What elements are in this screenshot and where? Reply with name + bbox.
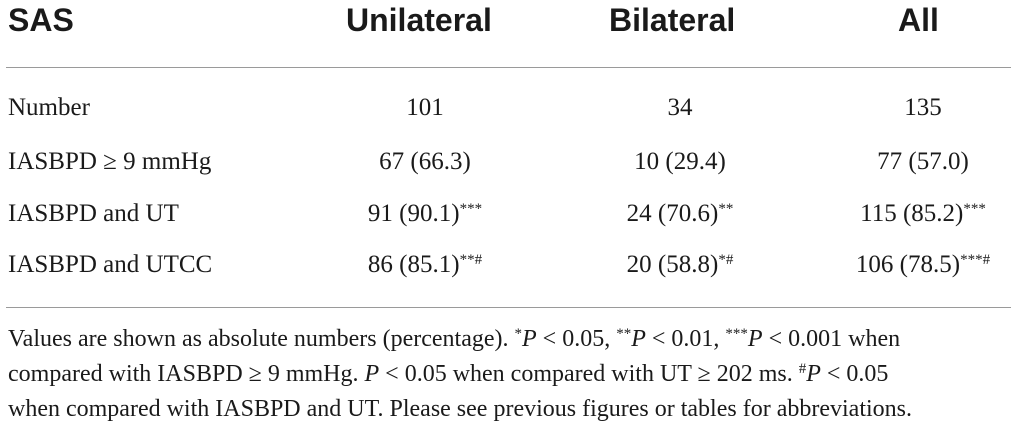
bottom-rule <box>6 307 1011 308</box>
row-label: IASBPD and UT <box>8 200 179 227</box>
cell-bilateral: 10 (29.4) <box>634 148 726 175</box>
cell-unilateral: 91 (90.1)*** <box>367 200 483 227</box>
cell-unilateral: 67 (66.3) <box>379 148 471 175</box>
header-all: All <box>898 2 939 38</box>
header-unilateral: Unilateral <box>346 2 492 38</box>
row-label: IASBPD ≥ 9 mmHg <box>8 148 212 175</box>
table-row: Number 101 34 135 <box>0 88 1017 128</box>
table-row: IASBPD and UT 91 (90.1)*** 24 (70.6)** 1… <box>0 194 1017 234</box>
cell-bilateral: 24 (70.6)** <box>626 200 734 227</box>
footnote-line: compared with IASBPD ≥ 9 mmHg. P < 0.05 … <box>8 361 889 387</box>
table-row: IASBPD and UTCC 86 (85.1)**# 20 (58.8)*#… <box>0 245 1017 285</box>
header-sas: SAS <box>8 2 74 38</box>
cell-all: 106 (78.5)***# <box>855 251 991 278</box>
cell-all: 115 (85.2)*** <box>860 200 986 227</box>
row-label: IASBPD and UTCC <box>8 251 213 278</box>
cell-bilateral: 20 (58.8)*# <box>626 251 734 278</box>
cell-bilateral: 34 <box>667 94 693 121</box>
footnote-line: Values are shown as absolute numbers (pe… <box>8 326 901 352</box>
table-footnote: Values are shown as absolute numbers (pe… <box>8 322 1013 427</box>
header-bilateral: Bilateral <box>609 2 736 38</box>
cell-all: 77 (57.0) <box>877 148 969 175</box>
table-row: IASBPD ≥ 9 mmHg 67 (66.3) 10 (29.4) 77 (… <box>0 142 1017 182</box>
row-label: Number <box>8 94 90 121</box>
cell-all: 135 <box>904 94 942 121</box>
top-rule <box>6 67 1011 68</box>
footnote-line: when compared with IASBPD and UT. Please… <box>8 396 912 422</box>
cell-unilateral: 101 <box>406 94 444 121</box>
cell-unilateral: 86 (85.1)**# <box>367 251 483 278</box>
